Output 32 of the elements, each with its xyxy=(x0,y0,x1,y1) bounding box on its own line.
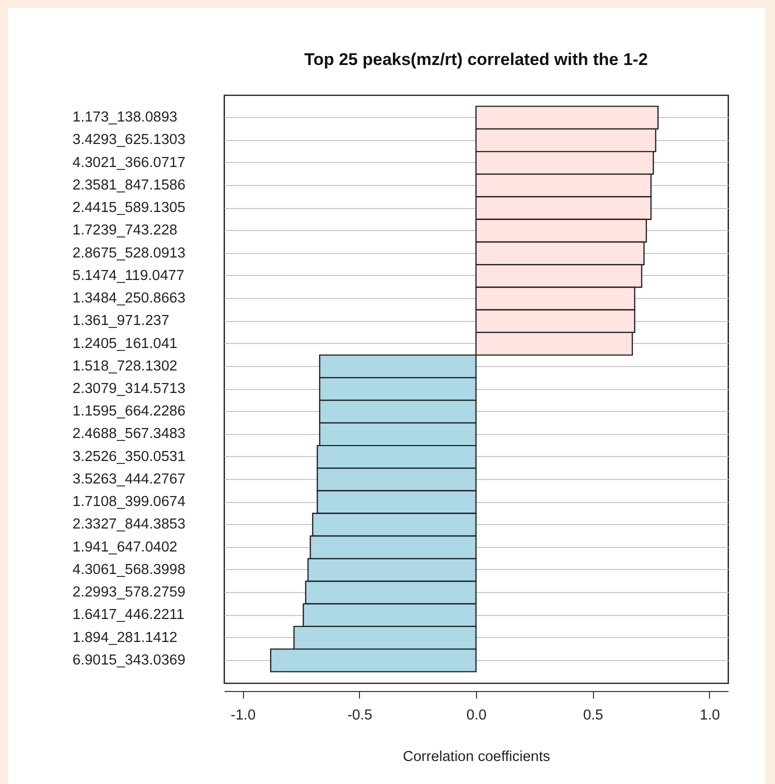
x-tick-label: 0.5 xyxy=(583,708,604,724)
y-tick-label: 1.3484_250.8663 xyxy=(72,290,186,307)
x-tick-label: -0.5 xyxy=(347,708,372,724)
y-tick-label: 5.1474_119.0477 xyxy=(72,268,184,284)
y-tick-label: 4.3061_568.3998 xyxy=(72,562,186,578)
y-tick-label: 1.173_138.0893 xyxy=(72,110,178,126)
chart-title: Top 25 peaks(mz/rt) correlated with the 1-2 xyxy=(304,50,648,69)
y-tick-label: 1.7239_743.228 xyxy=(72,222,178,239)
x-axis-title: Correlation coefficients xyxy=(402,749,550,765)
y-tick-label: 2.3581_847.1586 xyxy=(72,177,186,194)
x-tick-label: -1.0 xyxy=(230,708,256,724)
y-tick-label: 4.3021_366.0717 xyxy=(72,154,186,171)
y-tick-label: 1.361_971.237 xyxy=(72,313,170,330)
y-tick-label: 1.894_281.1412 xyxy=(72,630,178,646)
y-tick-label: 3.4293_625.1303 xyxy=(72,132,186,148)
y-tick-label: 1.941_647.0402 xyxy=(72,539,178,556)
y-tick-label: 2.3327_844.3853 xyxy=(72,516,186,533)
y-tick-label: 2.4415_589.1305 xyxy=(72,200,186,216)
y-tick-label: 3.5263_444.2767 xyxy=(72,471,186,488)
y-tick-label: 2.4688_567.3483 xyxy=(72,426,186,442)
x-tick-label: 0.0 xyxy=(466,708,487,724)
y-tick-label: 3.2526_350.0531 xyxy=(72,448,186,465)
y-tick-label: 2.2993_578.2759 xyxy=(72,584,186,601)
x-tick-label: 1.0 xyxy=(700,708,720,724)
y-tick-label: 1.518_728.1302 xyxy=(72,358,178,374)
y-tick-label: 1.2405_161.041 xyxy=(72,336,178,352)
y-tick-label: 2.3079_314.5713 xyxy=(72,381,186,397)
y-tick-label: 1.7108_399.0674 xyxy=(72,494,186,510)
y-tick-label: 1.6417_446.2211 xyxy=(72,607,184,624)
y-tick-label: 2.8675_528.0913 xyxy=(72,245,186,262)
y-tick-label: 1.1595_664.2286 xyxy=(72,404,186,420)
y-tick-label: 6.9015_343.0369 xyxy=(72,652,186,668)
